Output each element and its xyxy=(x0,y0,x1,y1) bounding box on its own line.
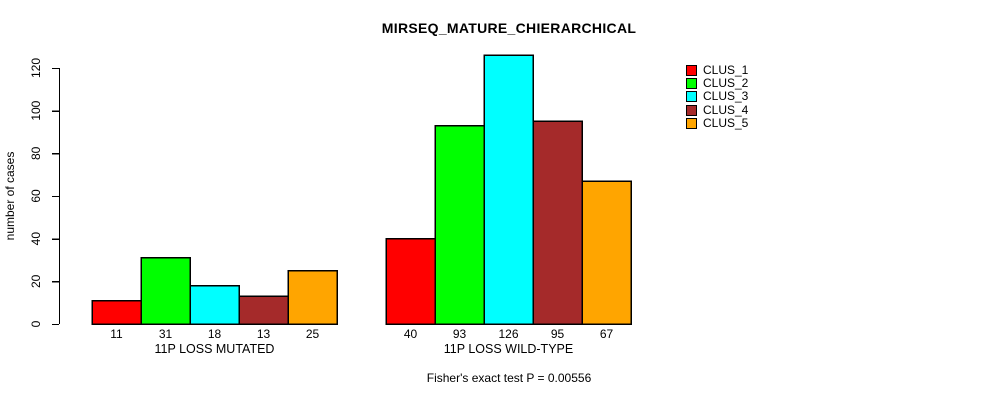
bar-value-label: 31 xyxy=(159,327,173,341)
legend-swatch-icon xyxy=(686,117,697,129)
bar-value-label: 67 xyxy=(600,327,614,341)
bar-value-label: 25 xyxy=(306,327,320,341)
bar xyxy=(238,295,289,325)
bar xyxy=(385,237,436,325)
bar xyxy=(532,120,583,325)
group-label: 11P LOSS MUTATED xyxy=(155,342,275,356)
bar-value-label: 126 xyxy=(498,327,518,341)
bar-value-label: 93 xyxy=(453,327,467,341)
legend-item: CLUS_1 xyxy=(686,64,748,77)
bar-value-label: 40 xyxy=(404,327,418,341)
legend-label: CLUS_5 xyxy=(703,115,749,130)
bar-value-label: 13 xyxy=(257,327,271,341)
legend-label: CLUS_3 xyxy=(703,89,749,104)
y-tick-label: 20 xyxy=(29,274,43,288)
legend-swatch-icon xyxy=(686,104,697,116)
chart-title: MIRSEQ_MATURE_CHIERARCHICAL xyxy=(381,20,637,36)
legend: CLUS_1 CLUS_2 CLUS_3 CLUS_4 CLUS_5 xyxy=(686,64,748,130)
y-tick-label: 80 xyxy=(29,146,43,160)
bar-value-label: 95 xyxy=(551,327,565,341)
bar-value-label: 18 xyxy=(208,327,222,341)
y-tick-label: 40 xyxy=(29,232,43,246)
legend-item: CLUS_4 xyxy=(686,102,749,117)
legend-label: CLUS_1 xyxy=(703,63,749,78)
bar xyxy=(483,54,534,325)
bar xyxy=(91,299,142,325)
bar xyxy=(189,284,240,325)
legend-swatch-icon xyxy=(686,65,697,77)
footnote: Fisher's exact test P = 0.00556 xyxy=(426,371,592,385)
bar xyxy=(140,257,191,325)
y-tick-label: 0 xyxy=(29,320,43,327)
legend-label: CLUS_2 xyxy=(703,76,749,91)
legend-label: CLUS_4 xyxy=(703,102,749,117)
y-tick-label: 120 xyxy=(29,58,43,78)
y-tick-label: 100 xyxy=(29,100,43,120)
legend-item: CLUS_3 xyxy=(686,90,748,103)
y-axis-title: number of cases xyxy=(3,152,17,241)
legend-item: CLUS_2 xyxy=(686,77,748,90)
bar xyxy=(581,180,632,325)
y-tick-label: 60 xyxy=(29,189,43,203)
bar xyxy=(287,269,338,325)
legend-item: CLUS_5 xyxy=(686,115,749,130)
bar xyxy=(434,124,485,325)
bar-value-label: 11 xyxy=(110,327,123,341)
legend-swatch-icon xyxy=(686,91,697,103)
legend-swatch-icon xyxy=(686,78,697,90)
group-label: 11P LOSS WILD-TYPE xyxy=(444,342,573,356)
